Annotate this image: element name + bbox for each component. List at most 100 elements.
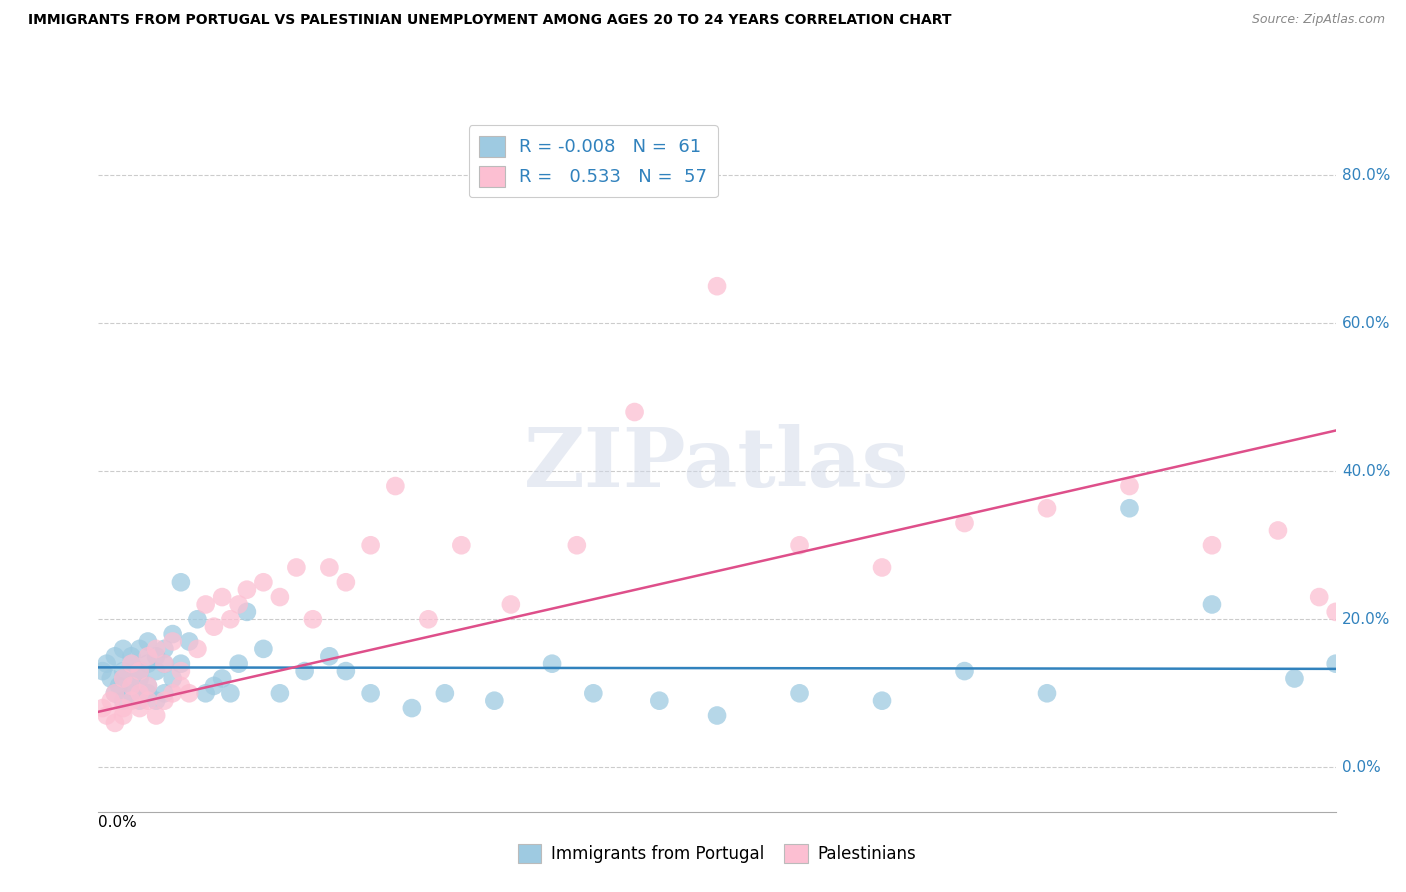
Point (194, 686, 217, 700)
Point (136, 686, 159, 700)
Point (153, 694, 176, 708)
Point (706, 279, 728, 293)
Point (1284, 672, 1306, 686)
Text: 20.0%: 20.0% (1341, 612, 1391, 627)
Point (236, 605, 259, 619)
Point (120, 694, 142, 708)
Point (294, 664, 316, 678)
Point (219, 686, 242, 700)
Text: ZIPatlas: ZIPatlas (524, 424, 910, 504)
Point (186, 641, 208, 656)
Point (136, 679, 159, 693)
Point (541, 657, 564, 671)
Point (136, 634, 159, 648)
Point (104, 686, 127, 700)
Point (91, 701, 114, 715)
Point (1118, 501, 1140, 516)
Point (1267, 524, 1289, 538)
Point (194, 598, 217, 612)
Point (112, 708, 135, 723)
Point (112, 672, 135, 686)
Point (211, 590, 233, 604)
Text: 0.0%: 0.0% (98, 815, 138, 830)
Point (153, 657, 176, 671)
Point (360, 538, 382, 552)
Point (1341, 301, 1364, 316)
Point (1118, 479, 1140, 493)
Point (335, 575, 357, 590)
Point (96, 657, 118, 671)
Point (360, 686, 382, 700)
Point (128, 664, 150, 678)
Point (202, 679, 225, 693)
Text: 0.0%: 0.0% (1341, 760, 1381, 775)
Text: 60.0%: 60.0% (1341, 316, 1391, 331)
Point (1036, 686, 1059, 700)
Point (162, 686, 184, 700)
Point (202, 620, 225, 634)
Point (153, 641, 176, 656)
Point (120, 679, 142, 693)
Point (789, 686, 811, 700)
Point (145, 664, 167, 678)
Point (219, 612, 242, 626)
Point (153, 686, 176, 700)
Point (112, 672, 135, 686)
Point (96, 708, 118, 723)
Point (120, 657, 142, 671)
Point (128, 694, 150, 708)
Point (1036, 501, 1059, 516)
Point (128, 641, 150, 656)
Point (1308, 590, 1330, 604)
Point (1201, 598, 1223, 612)
Point (418, 612, 440, 626)
Point (145, 708, 167, 723)
Point (228, 657, 250, 671)
Point (170, 575, 193, 590)
Point (384, 479, 406, 493)
Point (162, 634, 184, 648)
Point (789, 538, 811, 552)
Point (128, 664, 150, 678)
Point (269, 686, 291, 700)
Point (484, 694, 506, 708)
Point (145, 694, 167, 708)
Point (228, 598, 250, 612)
Point (318, 649, 340, 664)
Point (499, 598, 522, 612)
Point (108, 679, 131, 693)
Point (170, 664, 193, 678)
Point (162, 672, 184, 686)
Point (179, 634, 201, 648)
Point (179, 686, 201, 700)
Text: 80.0%: 80.0% (1341, 168, 1391, 183)
Point (120, 649, 142, 664)
Point (170, 657, 193, 671)
Point (120, 686, 142, 700)
Point (120, 679, 142, 693)
Point (136, 657, 159, 671)
Point (112, 701, 135, 715)
Text: Source: ZipAtlas.com: Source: ZipAtlas.com (1251, 13, 1385, 27)
Point (648, 694, 671, 708)
Point (318, 560, 340, 574)
Point (252, 575, 274, 590)
Point (433, 686, 456, 700)
Point (186, 612, 208, 626)
Point (136, 694, 159, 708)
Point (128, 701, 150, 715)
Point (401, 701, 423, 715)
Point (302, 612, 325, 626)
Point (104, 715, 127, 730)
Point (112, 641, 135, 656)
Point (1324, 657, 1347, 671)
Point (100, 672, 122, 686)
Point (100, 694, 122, 708)
Point (104, 649, 127, 664)
Point (104, 686, 127, 700)
Point (91, 664, 114, 678)
Point (236, 582, 259, 597)
Point (269, 590, 291, 604)
Point (565, 538, 588, 552)
Point (706, 708, 728, 723)
